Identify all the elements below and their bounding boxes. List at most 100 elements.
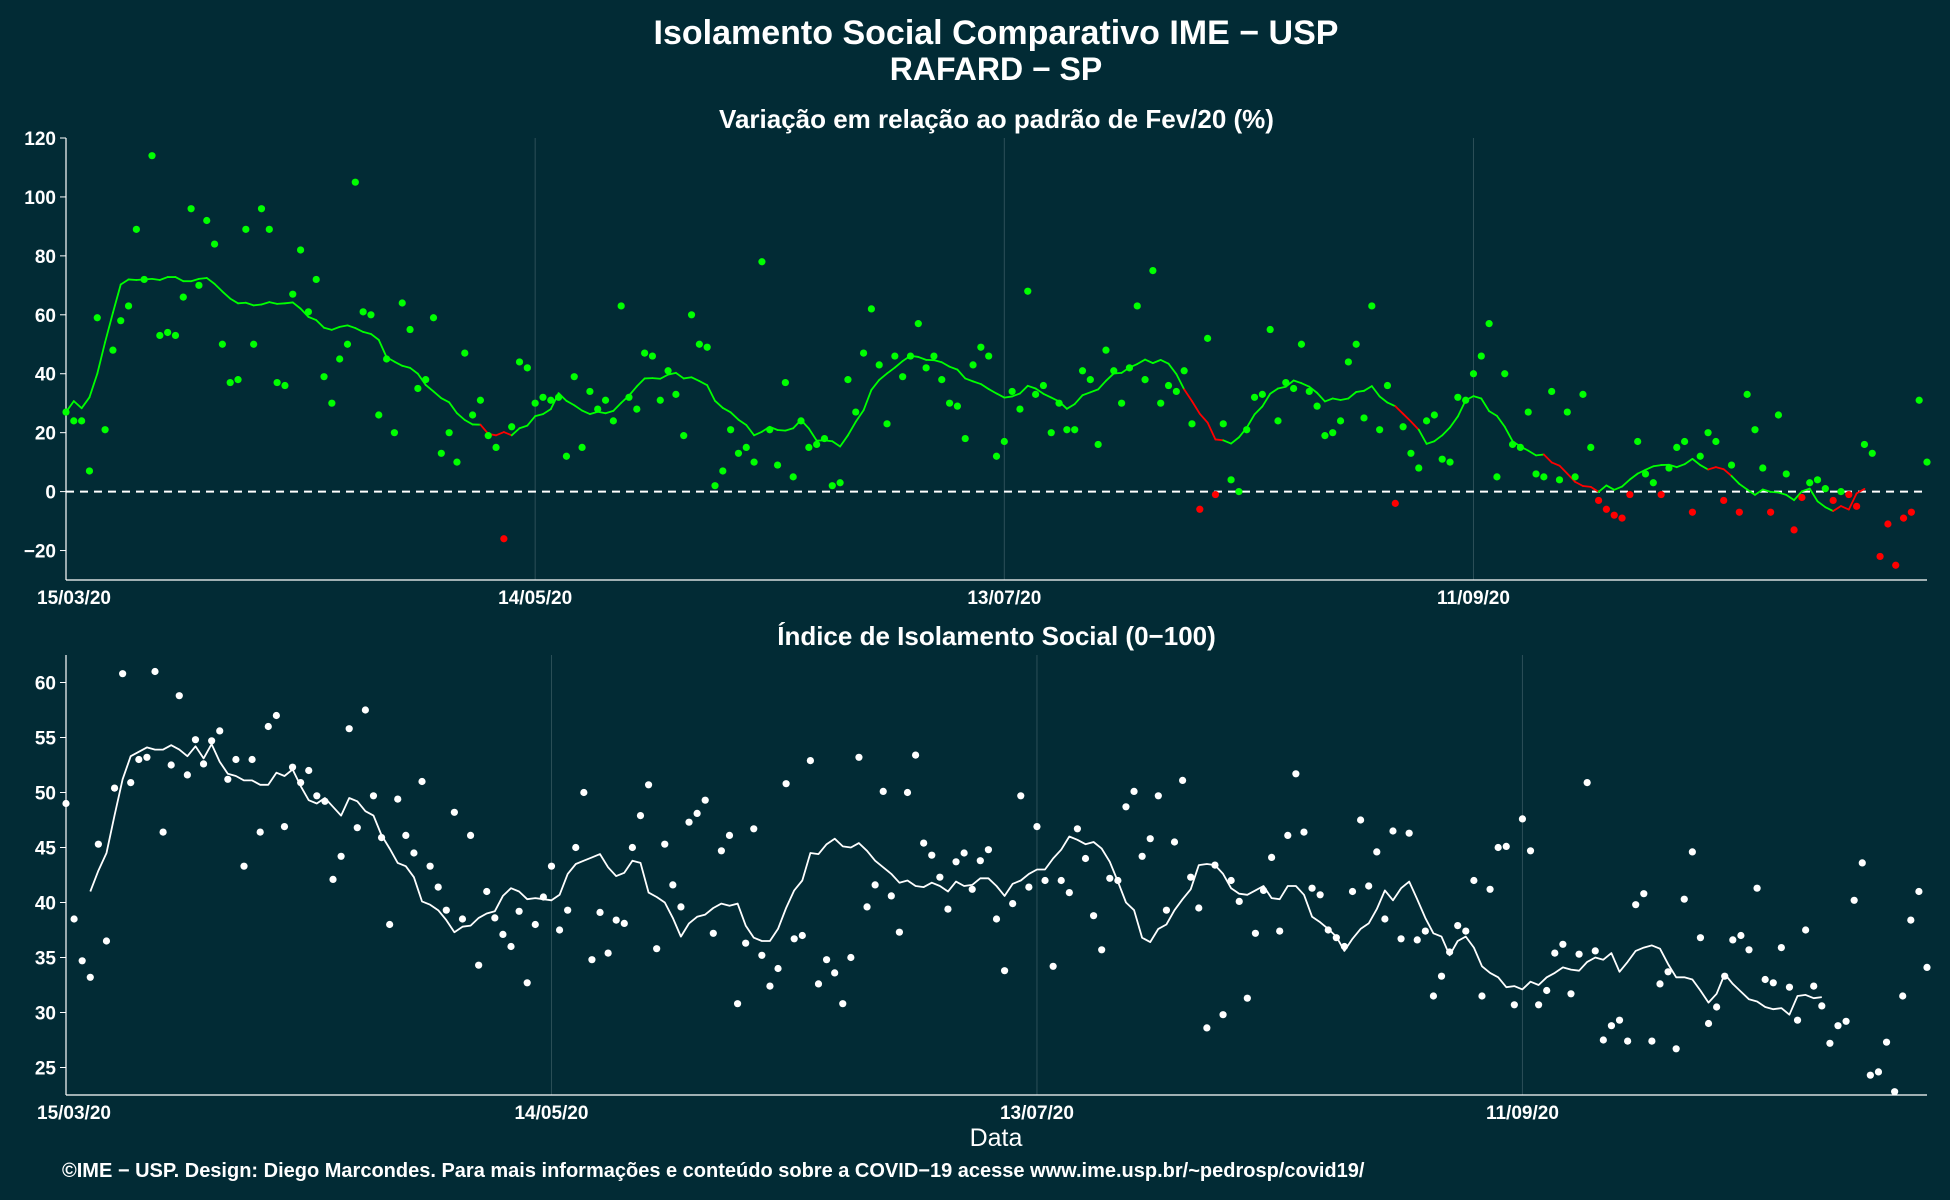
variation-daily-point — [773, 461, 782, 469]
index-daily-point — [920, 839, 928, 847]
index-daily-point — [992, 915, 1001, 923]
variation-daily-point — [234, 376, 242, 384]
variation-daily-point — [1250, 393, 1259, 401]
variation-moving-average-segment — [870, 379, 881, 391]
variation-daily-point — [617, 302, 625, 310]
variation-daily-point — [1383, 381, 1392, 390]
variation-moving-average-segment — [1652, 464, 1663, 468]
index-daily-point — [604, 949, 612, 957]
variation-daily-point — [1094, 440, 1102, 449]
index-daily-point — [1211, 861, 1219, 869]
index-daily-point — [450, 808, 458, 816]
variation-moving-average-segment — [1699, 464, 1709, 471]
index-daily-point — [1073, 825, 1082, 833]
variation-x-tick-label: 14/05/20 — [498, 588, 572, 609]
index-daily-point — [790, 935, 798, 943]
variation-daily-point — [852, 408, 860, 416]
variation-moving-average-segment — [174, 276, 185, 283]
index-daily-point — [628, 843, 636, 852]
index-daily-point — [297, 779, 305, 787]
index-daily-point — [507, 942, 515, 951]
variation-moving-average-segment — [542, 408, 552, 416]
index-daily-point — [1818, 1002, 1826, 1010]
index-daily-point — [539, 893, 547, 901]
index-daily-point — [159, 828, 167, 836]
variation-daily-point — [625, 393, 633, 401]
variation-moving-average-segment — [1613, 485, 1623, 491]
variation-daily-point — [1462, 396, 1470, 404]
variation-daily-point — [250, 340, 258, 348]
variation-daily-point — [1039, 381, 1048, 390]
index-x-tick-label: 11/09/20 — [1486, 1103, 1559, 1124]
index-daily-point — [272, 711, 280, 720]
index-daily-point — [758, 951, 766, 959]
index-daily-point — [1025, 883, 1033, 891]
index-daily-point — [1915, 887, 1923, 896]
variation-moving-average-segment — [979, 383, 990, 390]
variation-moving-average-segment — [886, 366, 896, 375]
variation-daily-point — [1407, 449, 1415, 457]
variation-daily-point — [1618, 514, 1626, 522]
index-daily-point — [1276, 927, 1284, 935]
index-daily-point — [1316, 891, 1324, 899]
variation-moving-average-segment — [307, 315, 318, 322]
variation-moving-average-segment — [972, 380, 982, 385]
variation-moving-average-segment — [1785, 493, 1795, 502]
variation-moving-average-segment — [1550, 461, 1561, 467]
variation-moving-average-segment — [377, 338, 388, 359]
index-daily-point — [1122, 803, 1130, 811]
variation-moving-average-segment — [581, 409, 591, 416]
index-daily-point — [321, 797, 329, 805]
variation-moving-average-segment — [1003, 395, 1014, 399]
variation-y-tick-label: 20 — [35, 424, 56, 445]
variation-daily-point — [672, 390, 680, 398]
variation-y-tick-label: 0 — [45, 483, 56, 504]
index-daily-point — [1292, 770, 1300, 778]
index-daily-point — [1106, 874, 1114, 882]
index-daily-point — [191, 736, 200, 744]
variation-daily-point — [1790, 526, 1798, 534]
variation-daily-point — [867, 305, 875, 313]
index-daily-point — [288, 763, 297, 771]
variation-moving-average-segment — [948, 365, 959, 371]
variation-moving-average-segment — [1034, 387, 1045, 395]
index-daily-point — [1381, 915, 1389, 923]
variation-daily-point — [203, 216, 211, 225]
variation-daily-point — [695, 340, 703, 348]
variation-moving-average-segment — [737, 418, 748, 426]
variation-daily-point — [85, 467, 94, 475]
variation-daily-point — [1063, 426, 1071, 434]
variation-daily-point — [1438, 455, 1446, 463]
index-daily-point — [313, 792, 321, 800]
variation-daily-point — [367, 311, 375, 319]
index-daily-point — [175, 692, 183, 700]
variation-moving-average-segment — [1253, 405, 1264, 416]
variation-daily-point — [977, 343, 985, 351]
index-daily-point — [1721, 972, 1729, 980]
variation-daily-point — [289, 290, 297, 298]
index-daily-point — [1413, 936, 1421, 944]
variation-moving-average-segment — [1308, 385, 1318, 394]
index-daily-point — [1437, 972, 1446, 980]
variation-daily-point — [945, 399, 954, 407]
variation-moving-average-segment — [1410, 420, 1420, 431]
index-daily-point — [709, 929, 717, 937]
index-daily-point — [1486, 885, 1494, 893]
index-daily-point — [353, 824, 361, 832]
variation-moving-average-segment — [1324, 397, 1334, 403]
variation-moving-average-segment — [1707, 466, 1717, 471]
variation-daily-point — [422, 376, 430, 384]
index-x-tick-label: 13/07/20 — [1000, 1103, 1074, 1124]
variation-moving-average-segment — [1488, 410, 1498, 417]
variation-daily-point — [1720, 496, 1728, 505]
index-daily-point — [531, 920, 539, 929]
variation-moving-average-segment — [1417, 428, 1428, 445]
variation-moving-average-segment — [198, 277, 208, 280]
index-daily-point — [1089, 912, 1098, 920]
variation-moving-average-segment — [933, 359, 943, 364]
variation-daily-point — [1610, 511, 1618, 519]
index-daily-point — [1656, 980, 1664, 988]
variation-daily-point — [336, 355, 344, 363]
index-daily-point — [1187, 873, 1195, 881]
index-daily-point — [1535, 1001, 1543, 1009]
